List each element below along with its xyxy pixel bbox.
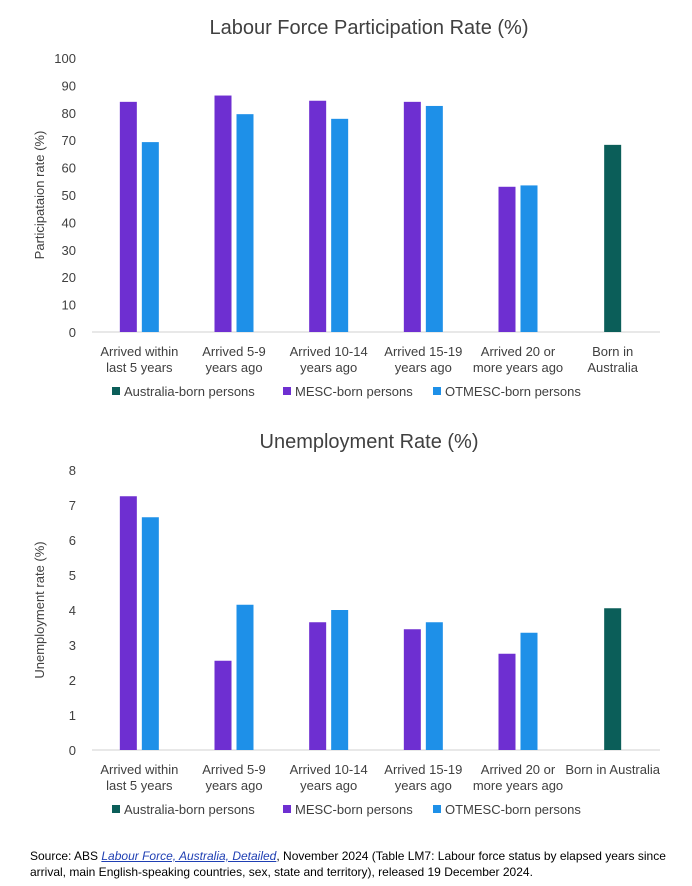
legend-swatch-mesc bbox=[283, 805, 291, 813]
bar-otmesc bbox=[425, 622, 443, 750]
chart-title: Labour Force Participation Rate (%) bbox=[209, 17, 528, 39]
bar-otmesc bbox=[236, 114, 254, 332]
y-tick-label: 100 bbox=[54, 51, 76, 66]
y-tick-label: 8 bbox=[69, 463, 76, 478]
y-tick-label: 90 bbox=[62, 78, 76, 93]
source-link[interactable]: Labour Force, Australia, Detailed bbox=[101, 849, 277, 863]
x-tick-label: Arrived 20 or bbox=[481, 762, 556, 777]
bar-mesc bbox=[309, 100, 327, 332]
y-tick-label: 2 bbox=[69, 673, 76, 688]
legend-label-otmesc: OTMESC-born persons bbox=[445, 802, 581, 817]
source-note: Source: ABS Labour Force, Australia, Det… bbox=[30, 848, 680, 880]
bar-otmesc bbox=[520, 632, 538, 750]
bar-otmesc bbox=[425, 105, 443, 332]
legend-swatch-australia bbox=[112, 387, 120, 395]
y-tick-label: 0 bbox=[69, 743, 76, 758]
y-tick-label: 4 bbox=[69, 603, 76, 618]
x-tick-label: Arrived 15-19 bbox=[384, 762, 462, 777]
bar-otmesc bbox=[331, 610, 349, 750]
legend-label-otmesc: OTMESC-born persons bbox=[445, 384, 581, 399]
bar-mesc bbox=[403, 629, 421, 750]
x-tick-label: Australia bbox=[587, 360, 638, 375]
bar-mesc bbox=[309, 622, 327, 750]
y-tick-label: 70 bbox=[62, 133, 76, 148]
x-tick-label: years ago bbox=[300, 778, 357, 793]
x-tick-label: Arrived 20 or bbox=[481, 344, 556, 359]
x-tick-label: Arrived within bbox=[100, 344, 178, 359]
bar-mesc bbox=[498, 653, 516, 750]
legend-swatch-otmesc bbox=[433, 387, 441, 395]
legend-label-mesc: MESC-born persons bbox=[295, 384, 413, 399]
y-tick-label: 10 bbox=[62, 298, 76, 313]
unemployment-chart-svg: Unemployment Rate (%) Unemployment rate (… bbox=[32, 431, 661, 817]
bar-otmesc bbox=[520, 185, 538, 332]
unemployment-rate-chart: Unemployment Rate (%) Unemployment rate (… bbox=[0, 420, 692, 840]
bar-mesc bbox=[119, 101, 137, 332]
bar-mesc bbox=[498, 186, 516, 332]
x-tick-label: years ago bbox=[205, 360, 262, 375]
x-tick-label: Arrived 10-14 bbox=[290, 344, 368, 359]
x-tick-label: Arrived 10-14 bbox=[290, 762, 368, 777]
x-tick-label: Born in bbox=[592, 344, 633, 359]
bar-australia bbox=[604, 608, 622, 750]
bar-mesc bbox=[119, 496, 137, 750]
y-tick-label: 80 bbox=[62, 106, 76, 121]
participation-chart-svg: Labour Force Participation Rate (%) Parti… bbox=[32, 17, 660, 399]
x-tick-label: Arrived 5-9 bbox=[202, 344, 266, 359]
y-tick-label: 7 bbox=[69, 498, 76, 513]
chart-title: Unemployment Rate (%) bbox=[260, 431, 479, 453]
bar-mesc bbox=[214, 660, 232, 750]
legend-label-australia: Australia-born persons bbox=[124, 384, 255, 399]
x-tick-label: years ago bbox=[395, 778, 452, 793]
bar-mesc bbox=[403, 101, 421, 332]
bar-otmesc bbox=[141, 142, 159, 332]
y-tick-label: 40 bbox=[62, 215, 76, 230]
legend-swatch-otmesc bbox=[433, 805, 441, 813]
y-tick-label: 50 bbox=[62, 188, 76, 203]
bar-mesc bbox=[214, 95, 232, 333]
x-tick-label: last 5 years bbox=[106, 360, 173, 375]
source-suffix: , November 2024 (Table LM7: Labour force… bbox=[30, 849, 666, 879]
bar-australia bbox=[604, 144, 622, 332]
y-tick-label: 60 bbox=[62, 161, 76, 176]
x-tick-label: years ago bbox=[300, 360, 357, 375]
legend-swatch-mesc bbox=[283, 387, 291, 395]
legend-label-australia: Australia-born persons bbox=[124, 802, 255, 817]
bar-otmesc bbox=[236, 604, 254, 750]
bar-otmesc bbox=[141, 517, 159, 750]
x-tick-label: Arrived within bbox=[100, 762, 178, 777]
bar-otmesc bbox=[331, 118, 349, 332]
x-tick-label: Arrived 15-19 bbox=[384, 344, 462, 359]
y-tick-label: 0 bbox=[69, 325, 76, 340]
x-tick-label: Born in Australia bbox=[565, 762, 660, 777]
legend-label-mesc: MESC-born persons bbox=[295, 802, 413, 817]
participation-rate-chart: Labour Force Participation Rate (%) Parti… bbox=[0, 0, 692, 420]
y-axis-label: Participataion rate (%) bbox=[32, 131, 47, 260]
x-tick-label: last 5 years bbox=[106, 778, 173, 793]
x-tick-label: more years ago bbox=[473, 778, 563, 793]
legend-swatch-australia bbox=[112, 805, 120, 813]
y-tick-label: 20 bbox=[62, 270, 76, 285]
y-tick-label: 1 bbox=[69, 708, 76, 723]
y-tick-label: 3 bbox=[69, 638, 76, 653]
y-tick-label: 5 bbox=[69, 568, 76, 583]
x-tick-label: years ago bbox=[205, 778, 262, 793]
y-tick-label: 30 bbox=[62, 243, 76, 258]
x-tick-label: more years ago bbox=[473, 360, 563, 375]
source-prefix: Source: ABS bbox=[30, 849, 102, 863]
y-tick-label: 6 bbox=[69, 533, 76, 548]
x-tick-label: years ago bbox=[395, 360, 452, 375]
y-axis-label: Unemployment rate (%) bbox=[32, 541, 47, 678]
x-tick-label: Arrived 5-9 bbox=[202, 762, 266, 777]
